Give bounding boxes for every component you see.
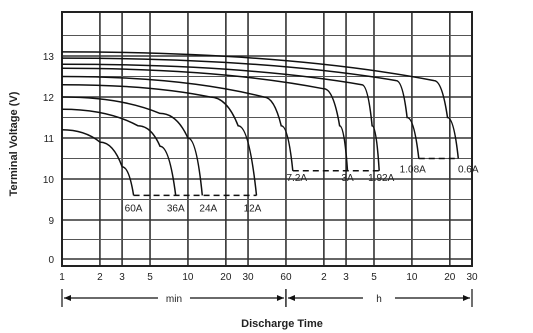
y-axis-title: Terminal Voltage (V) (8, 91, 20, 196)
series-label: 7.2A (287, 173, 308, 184)
series-label: 12A (244, 203, 262, 214)
x-tick-label: 30 (466, 272, 478, 283)
series-line (61, 75, 294, 171)
x-tick-label: 2 (97, 272, 103, 283)
series-line (61, 51, 460, 159)
x-tick-label: 5 (147, 272, 153, 283)
series-label: 60A (125, 203, 143, 214)
x-tick-label: 10 (182, 272, 194, 283)
series-line (61, 63, 380, 171)
grid (61, 12, 473, 266)
x-ticks: 1 2 3 5 10 20 30 60 2 3 5 10 20 30 (59, 272, 478, 283)
y-tick-label: 12 (43, 93, 55, 104)
x-tick-label: 30 (242, 272, 254, 283)
unit-label: min (166, 294, 182, 305)
x-tick-label: 1 (59, 272, 65, 283)
unit-label: h (376, 294, 382, 305)
curves (61, 51, 460, 196)
series-line (61, 108, 177, 196)
x-tick-label: 10 (406, 272, 418, 283)
plot-frame (61, 11, 473, 267)
x-tick-label: 20 (444, 272, 456, 283)
series-line (61, 83, 258, 196)
series-line (61, 67, 349, 171)
series-line (61, 57, 420, 159)
x-axis-title: Discharge Time (241, 318, 323, 330)
series-label: 0.6A (458, 165, 479, 176)
y-tick-label: 0 (48, 255, 54, 266)
x-tick-label: 2 (321, 272, 327, 283)
y-tick-label: 11 (44, 134, 55, 145)
series-line (61, 129, 135, 196)
series-line (61, 96, 204, 196)
arrow-left-icon (64, 295, 71, 301)
series-label: 36A (167, 203, 185, 214)
series-label: 3A (341, 173, 354, 184)
x-tick-label: 3 (343, 272, 349, 283)
y-tick-label: 10 (43, 175, 55, 186)
series-label: 1.92A (368, 173, 394, 184)
arrow-left-icon (287, 295, 295, 301)
x-tick-label: 5 (371, 272, 377, 283)
series-label: 24A (199, 203, 217, 214)
x-tick-label: 20 (220, 272, 232, 283)
x-tick-label: 60 (280, 272, 292, 283)
series-label: 1.08A (400, 165, 426, 176)
curve-labels: 60A 36A 24A 12A 7.2A 3A 1.92A 1.08A 0.6A (125, 165, 479, 215)
y-tick-label: 9 (48, 216, 54, 227)
x-tick-label: 3 (119, 272, 125, 283)
cutoff-lines (133, 157, 459, 197)
y-ticks: 0 9 10 11 12 13 (43, 52, 55, 266)
y-tick-label: 13 (43, 52, 55, 63)
arrow-right-icon (276, 295, 284, 301)
arrow-right-icon (463, 295, 470, 301)
time-units: min h (61, 289, 473, 307)
